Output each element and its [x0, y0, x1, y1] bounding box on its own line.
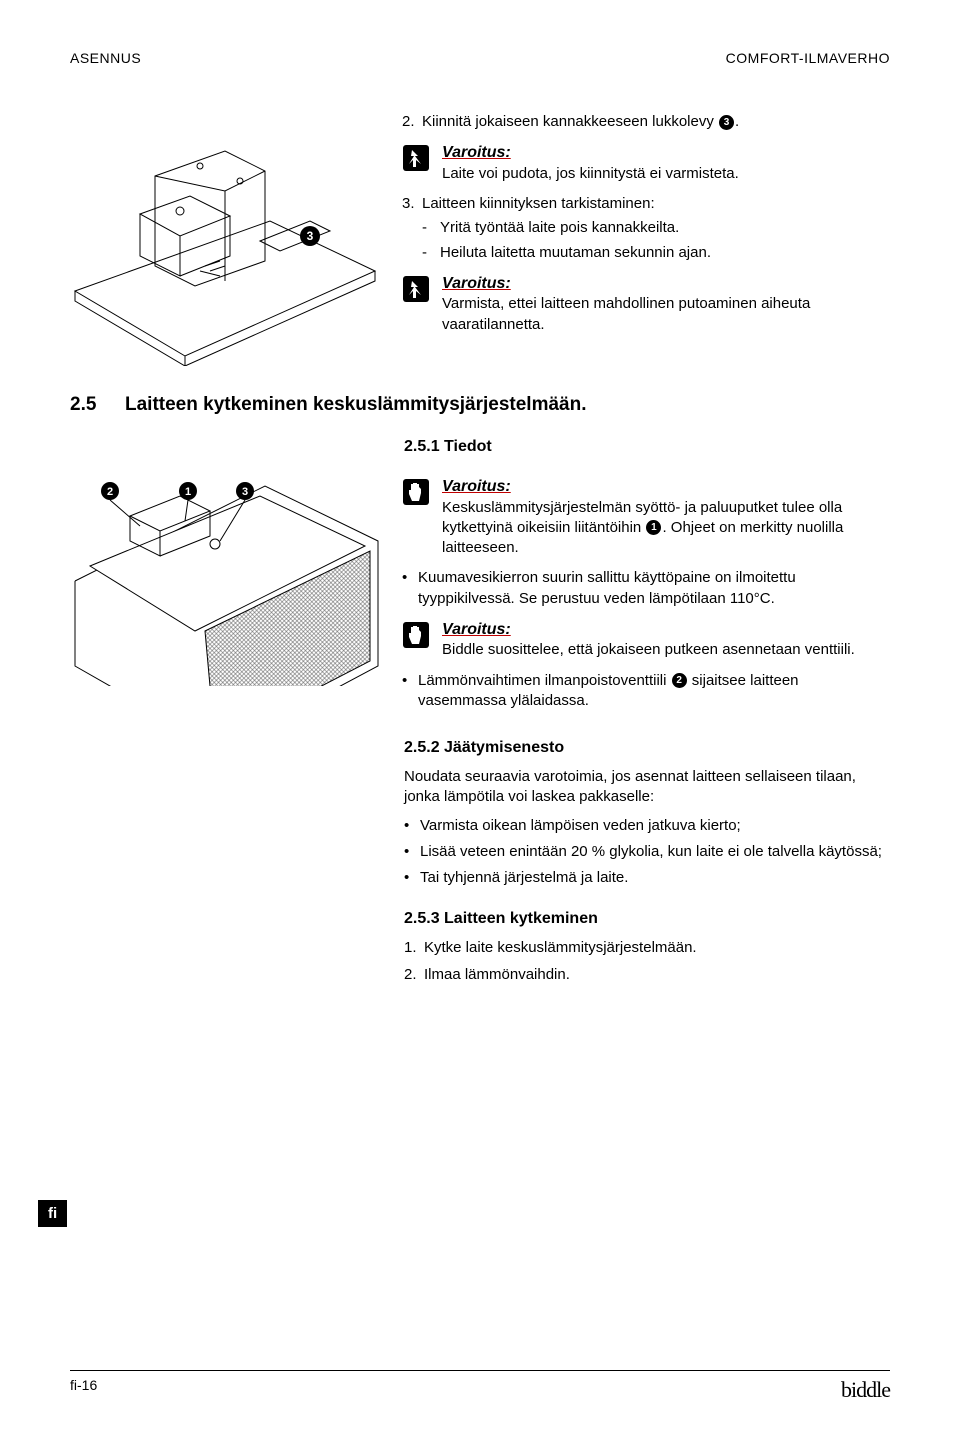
bullet-252-1: Varmista oikean lämpöisen veden jatkuva … — [404, 816, 890, 836]
step-3-text: Laitteen kiinnityksen tarkistaminen: — [422, 195, 655, 212]
step-253-2-num: 2. — [404, 965, 417, 985]
step-3-item-2: Heiluta laitetta muutaman sekunnin ajan. — [422, 243, 890, 263]
section-251-text: Varoitus: Keskuslämmitysjärjestelmän syö… — [402, 466, 890, 717]
figure-2-container: 1 2 3 — [70, 466, 380, 717]
fig-step-block-2: 1 2 3 Varoitus: Keskuslämmitysjärjestelm… — [70, 466, 890, 717]
section-252: 2.5.2 Jäätymisenesto Noudata seuraavia v… — [404, 739, 890, 888]
bullet-251-2-pre: Lämmönvaihtimen ilmanpoistoventtiili — [418, 672, 671, 689]
step-2-text: Kiinnitä jokaiseen kannakkeeseen lukkole… — [422, 113, 718, 130]
page-header: ASENNUS COMFORT-ILMAVERHO — [70, 50, 890, 66]
bullet-251-2: Lämmönvaihtimen ilmanpoistoventtiili 2 s… — [402, 671, 890, 712]
caution-1-body: Laite voi pudota, jos kiinnitystä ei var… — [442, 164, 890, 184]
footer-page-number: fi-16 — [70, 1377, 97, 1403]
step-3-item-1: Yritä työntää laite pois kannakkeilta. — [422, 218, 890, 238]
bullet-252-3: Tai tyhjennä järjestelmä ja laite. — [404, 868, 890, 888]
section-253: 2.5.3 Laitteen kytkeminen 1. Kytke laite… — [404, 910, 890, 985]
caution-2-body: Varmista, ettei laitteen mahdollinen put… — [442, 294, 890, 335]
caution-2: Varoitus: Varmista, ettei laitteen mahdo… — [402, 273, 890, 335]
step-3-num: 3. — [402, 194, 415, 214]
svg-text:3: 3 — [242, 486, 248, 498]
warning-icon — [402, 142, 432, 184]
caution-4-text: Varoitus: Biddle suosittelee, että jokai… — [442, 619, 890, 661]
heading-2-5-title: Laitteen kytkeminen keskuslämmitysjärjes… — [125, 394, 587, 416]
header-product: COMFORT-ILMAVERHO — [726, 50, 890, 66]
ref-2-inline: 2 — [672, 673, 687, 688]
figure-2-svg: 1 2 3 — [70, 466, 380, 686]
hand-icon — [402, 476, 432, 558]
caution-4: Varoitus: Biddle suosittelee, että jokai… — [402, 619, 890, 661]
caution-3: Varoitus: Keskuslämmitysjärjestelmän syö… — [402, 476, 890, 558]
bullet-252-2: Lisää veteen enintään 20 % glykolia, kun… — [404, 842, 890, 862]
ref-1-inline: 1 — [646, 520, 661, 535]
heading-2-5: 2.5 Laitteen kytkeminen keskuslämmitysjä… — [70, 394, 890, 416]
step-2-num: 2. — [402, 112, 415, 132]
figure-1-container: 3 — [70, 106, 380, 366]
step-253-2-text: Ilmaa lämmönvaihdin. — [424, 966, 570, 983]
page-footer: fi-16 biddle — [70, 1370, 890, 1403]
heading-2-5-2: 2.5.2 Jäätymisenesto — [404, 739, 890, 757]
step-3: 3. Laitteen kiinnityksen tarkistaminen: … — [402, 194, 890, 263]
heading-2-5-num: 2.5 — [70, 394, 125, 416]
heading-2-5-1: 2.5.1 Tiedot — [404, 438, 890, 456]
fig-step-block-1: 3 2. Kiinnitä jokaiseen kannakkeeseen lu… — [70, 106, 890, 366]
step-2-suffix: . — [735, 113, 739, 130]
caution-2-text: Varoitus: Varmista, ettei laitteen mahdo… — [442, 273, 890, 335]
header-chapter: ASENNUS — [70, 50, 141, 66]
svg-text:3: 3 — [307, 229, 314, 243]
ref-3-inline: 3 — [719, 115, 734, 130]
caution-3-title: Varoitus: — [442, 476, 890, 498]
language-tab: fi — [38, 1200, 67, 1227]
caution-3-text: Varoitus: Keskuslämmitysjärjestelmän syö… — [442, 476, 890, 558]
heading-2-5-3: 2.5.3 Laitteen kytkeminen — [404, 910, 890, 928]
caution-3-body: Keskuslämmitysjärjestelmän syöttö- ja pa… — [442, 498, 890, 559]
warning-icon — [402, 273, 432, 335]
caution-4-title: Varoitus: — [442, 619, 890, 641]
figure-1-svg: 3 — [70, 106, 380, 366]
caution-1-text: Varoitus: Laite voi pudota, jos kiinnity… — [442, 142, 890, 184]
main-content: 3 2. Kiinnitä jokaiseen kannakkeeseen lu… — [70, 106, 890, 985]
caution-1: Varoitus: Laite voi pudota, jos kiinnity… — [402, 142, 890, 184]
caution-4-body: Biddle suosittelee, että jokaiseen putke… — [442, 640, 890, 660]
step-253-2: 2. Ilmaa lämmönvaihdin. — [404, 965, 890, 985]
svg-text:1: 1 — [185, 486, 191, 498]
step-253-1: 1. Kytke laite keskuslämmitysjärjestelmä… — [404, 938, 890, 958]
caution-2-title: Varoitus: — [442, 273, 890, 295]
footer-logo: biddle — [841, 1377, 890, 1403]
hand-icon — [402, 619, 432, 661]
bullet-251-1: Kuumavesikierron suurin sallittu käyttöp… — [402, 568, 890, 609]
svg-text:2: 2 — [107, 486, 113, 498]
section-252-intro: Noudata seuraavia varotoimia, jos asenna… — [404, 767, 890, 808]
step-253-1-num: 1. — [404, 938, 417, 958]
caution-1-title: Varoitus: — [442, 142, 890, 164]
step-2: 2. Kiinnitä jokaiseen kannakkeeseen lukk… — [402, 112, 890, 132]
step-253-1-text: Kytke laite keskuslämmitysjärjestelmään. — [424, 939, 697, 956]
step-block-right: 2. Kiinnitä jokaiseen kannakkeeseen lukk… — [402, 106, 890, 366]
